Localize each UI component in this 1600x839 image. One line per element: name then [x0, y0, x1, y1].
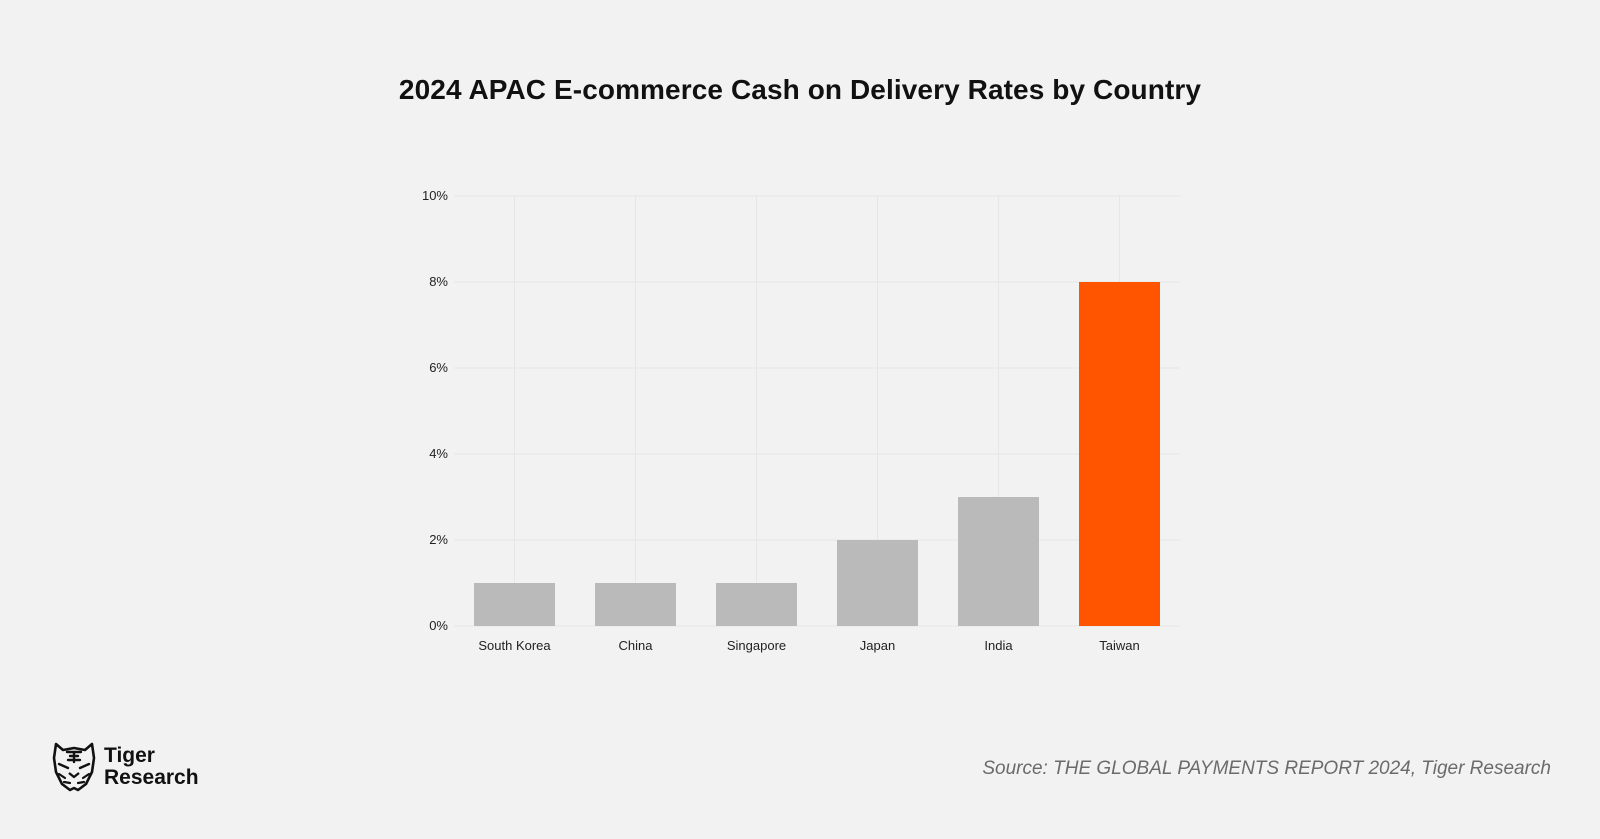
- y-tick-label: 2%: [429, 532, 448, 547]
- bar-singapore: [716, 583, 797, 626]
- bar-taiwan: [1079, 282, 1160, 626]
- tiger-research-logo: Tiger Research: [50, 742, 199, 792]
- brand-line-1: Tiger: [104, 744, 155, 767]
- x-tick-label: China: [619, 638, 654, 653]
- y-axis: 0% 2% 4% 6% 8% 10%: [422, 188, 448, 633]
- bar-japan: [837, 540, 918, 626]
- y-tick-label: 10%: [422, 188, 448, 203]
- x-axis: South Korea China Singapore Japan India Taiwa…: [478, 638, 1139, 653]
- x-tick-label: South Korea: [478, 638, 551, 653]
- y-tick-label: 0%: [429, 618, 448, 633]
- bar-india: [958, 497, 1039, 626]
- grid-lines: [454, 195, 1180, 627]
- bar-south-korea: [474, 583, 555, 626]
- y-tick-label: 4%: [429, 446, 448, 461]
- x-tick-label: India: [984, 638, 1013, 653]
- brand-line-2: Research: [104, 766, 199, 789]
- chart-title: 2024 APAC E-commerce Cash on Delivery Ra…: [398, 74, 1202, 105]
- tiger-head-icon: [52, 742, 96, 792]
- y-tick-label: 8%: [429, 274, 448, 289]
- bars: [474, 282, 1160, 626]
- bar-china: [595, 583, 676, 626]
- source-caption: Source: THE GLOBAL PAYMENTS REPORT 2024,…: [982, 758, 1551, 779]
- y-tick-label: 6%: [429, 360, 448, 375]
- x-tick-label: Singapore: [727, 638, 786, 653]
- x-tick-label: Japan: [860, 638, 895, 653]
- x-tick-label: Taiwan: [1099, 638, 1139, 653]
